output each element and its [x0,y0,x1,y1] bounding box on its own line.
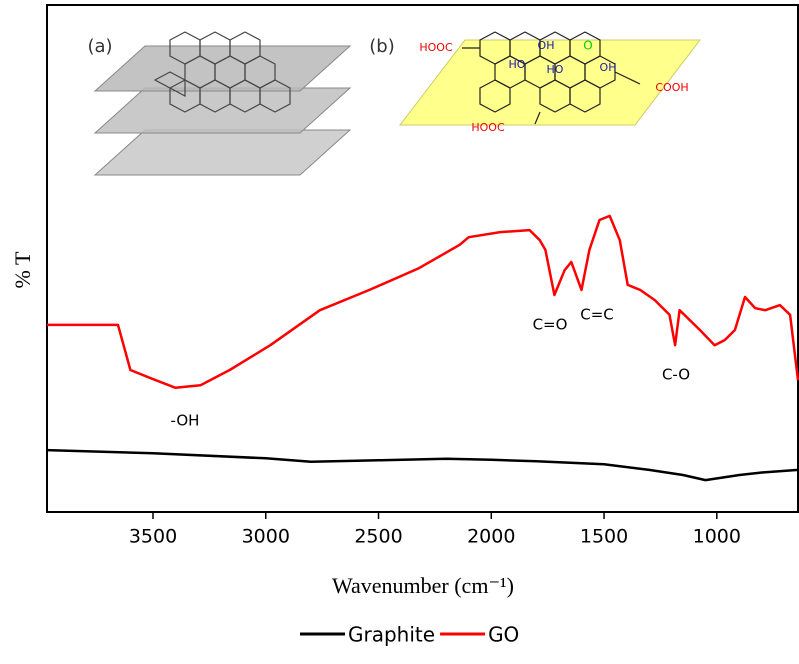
legend-label: GO [488,623,519,647]
inset-label: (b) [369,36,394,57]
inset-label: HOOC [419,41,453,54]
annotation: C=O [533,316,568,334]
inset-label: (a) [87,36,112,57]
y-axis-title: % T [10,251,35,288]
x-axis-title: Wavenumber (cm⁻¹) [332,573,514,598]
series-line [47,216,798,388]
inset-label: O [583,39,592,53]
legend-label: Graphite [348,623,435,647]
chart: % T Wavenumber (cm⁻¹) 3500 3000 2500 2000 15… [0,0,799,664]
inset-label: COOH [655,81,688,94]
inset-graphite [95,32,350,175]
inset-label: OH [538,39,555,52]
inset-label: OH [600,61,617,74]
x-tick-label: 1000 [693,526,741,548]
x-tick-label: 2500 [354,526,402,548]
x-tick-label: 3000 [242,526,290,548]
x-tick-label: 1500 [580,526,628,548]
x-tick-label: 3500 [129,526,177,548]
inset-label: HOOC [471,121,505,134]
x-tick-label: 2000 [467,526,515,548]
annotation: -OH [171,412,200,430]
annotation: C=C [580,306,614,324]
inset-label: HO [547,63,564,76]
page: {"chart_data": { "type": "line", "x_labe… [0,0,799,664]
annotation: C-O [662,366,690,384]
series-line [47,450,798,480]
inset-label: HO [509,58,526,71]
